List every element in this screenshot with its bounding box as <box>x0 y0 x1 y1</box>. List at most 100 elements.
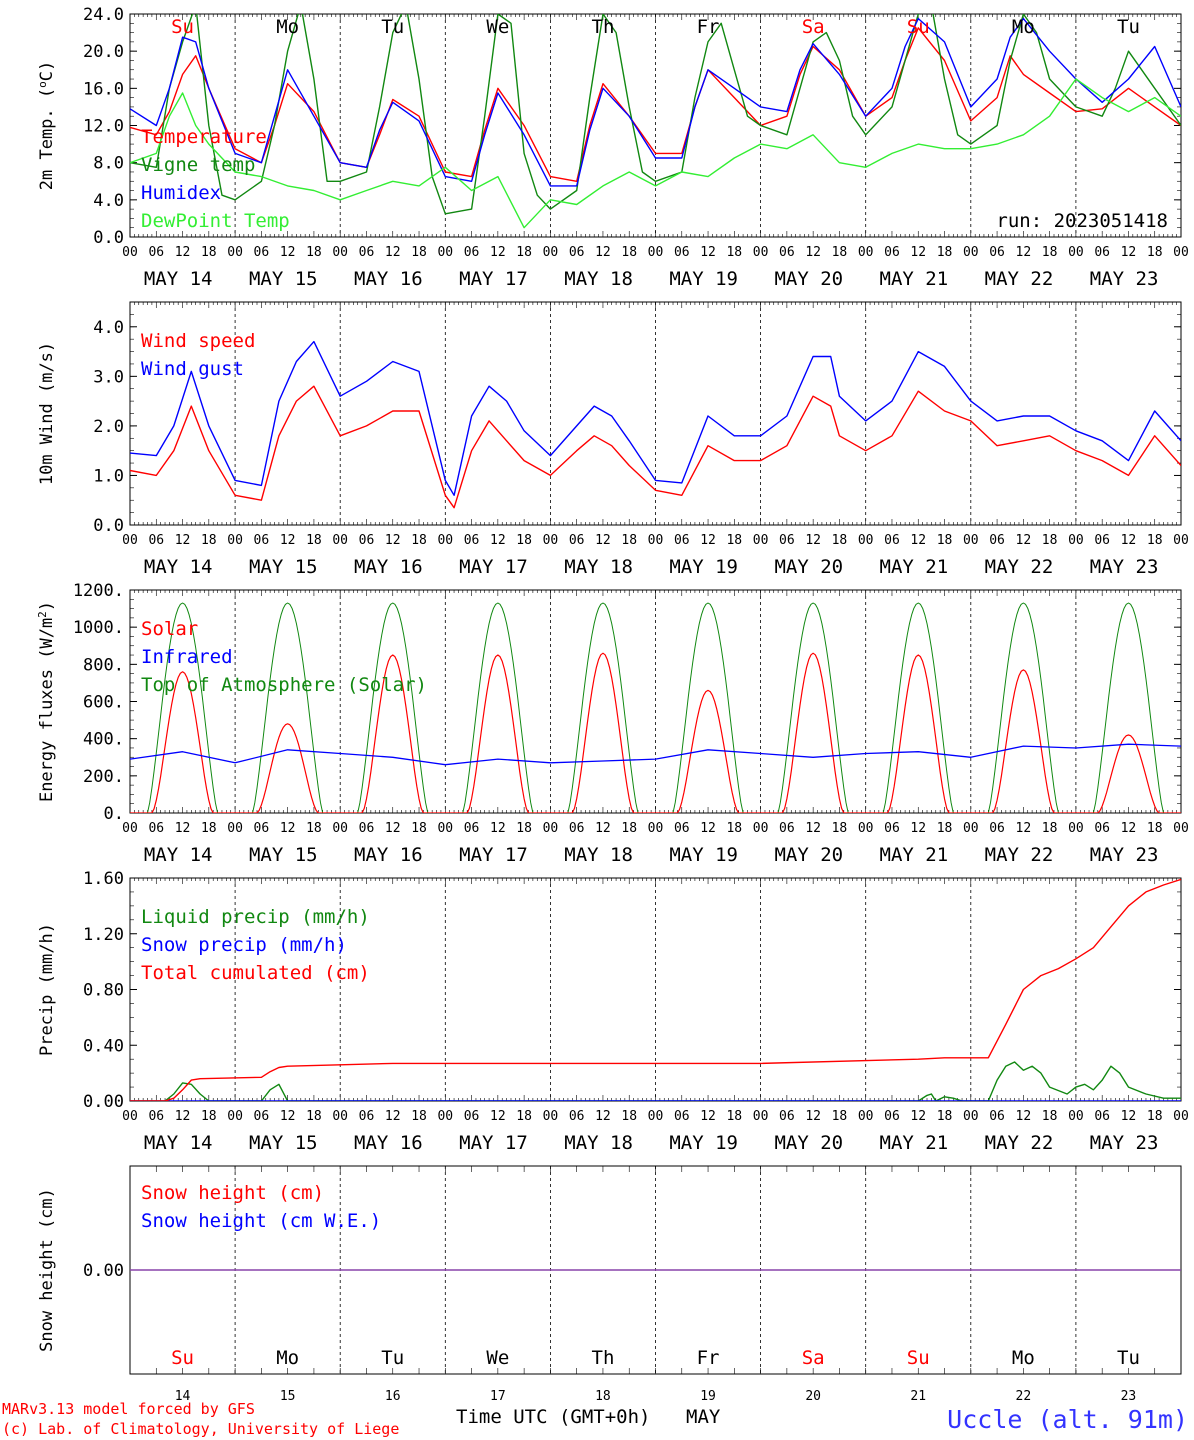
flux-hour-label: 18 <box>411 821 427 836</box>
wind-date-label: MAY 19 <box>669 556 738 578</box>
snow-legend-entry: Snow height (cm W.E.) <box>141 1210 381 1232</box>
precip-hour-label: 06 <box>884 1109 900 1124</box>
precip-hour-label: 12 <box>175 1109 191 1124</box>
day-number-label: 16 <box>385 1389 401 1404</box>
precip-hour-label: 06 <box>254 1109 270 1124</box>
wind-date-label: MAY 20 <box>774 556 843 578</box>
temp-date-label: MAY 23 <box>1090 268 1159 290</box>
precip-hour-label: 06 <box>148 1109 164 1124</box>
flux-ytick-label: 600. <box>83 693 124 713</box>
wind-legend-entry: Wind speed <box>141 330 255 352</box>
temp-hour-label: 18 <box>411 245 427 260</box>
day-number-label: 15 <box>280 1389 296 1404</box>
flux-hour-label: 00 <box>437 821 453 836</box>
temp-date-label: MAY 15 <box>249 268 318 290</box>
flux-hour-label: 18 <box>1147 821 1163 836</box>
precip-date-label: MAY 22 <box>985 1132 1054 1154</box>
flux-hour-label: 00 <box>1068 821 1084 836</box>
temp-ytick-label: 12.0 <box>83 117 124 137</box>
wind-hour-label: 06 <box>884 533 900 548</box>
precip-date-label: MAY 20 <box>774 1132 843 1154</box>
flux-hour-label: 06 <box>254 821 270 836</box>
precip-series-group <box>130 878 1181 1101</box>
temp-hour-label: 12 <box>700 245 716 260</box>
temp-hour-label: 12 <box>1121 245 1137 260</box>
flux-frame <box>129 589 1182 814</box>
flux-date-label: MAY 19 <box>669 844 738 866</box>
precip-hour-label: 06 <box>464 1109 480 1124</box>
flux-date-label: MAY 23 <box>1090 844 1159 866</box>
flux-hour-label: 18 <box>516 821 532 836</box>
precip-hour-label: 00 <box>648 1109 664 1124</box>
wind-ylabel: 10m Wind (m/s) <box>37 342 57 485</box>
precip-hour-label: 00 <box>332 1109 348 1124</box>
wind-hour-label: 12 <box>910 533 926 548</box>
wind-hour-label: 18 <box>1042 533 1058 548</box>
precip-date-label: MAY 18 <box>564 1132 633 1154</box>
temp-ylabel: 2m Temp. (oC) <box>36 61 57 190</box>
wind-ytick-label: 1.0 <box>93 466 124 486</box>
precip-hour-label: 06 <box>674 1109 690 1124</box>
temp-ytick-label: 8.0 <box>93 154 124 174</box>
wind-date-label: MAY 14 <box>144 556 213 578</box>
flux-hour-label: 00 <box>858 821 874 836</box>
temp-hour-label: 12 <box>280 245 296 260</box>
flux-hour-label: 18 <box>1042 821 1058 836</box>
temp-hour-label: 18 <box>1042 245 1058 260</box>
wind-hour-label: 00 <box>332 533 348 548</box>
temp-hour-label: 12 <box>910 245 926 260</box>
superscript-2: 2 <box>36 611 49 618</box>
flux-hour-label: 18 <box>621 821 637 836</box>
precip-ytick-label: 0.40 <box>83 1036 124 1056</box>
temp-legend-entry: Temperature <box>141 126 267 148</box>
ylabel-unit: ) <box>37 601 57 611</box>
flux-hour-label: 18 <box>832 821 848 836</box>
weekday-label: Su <box>907 16 930 38</box>
wind-hour-label: 12 <box>805 533 821 548</box>
wind-hour-label: 18 <box>1147 533 1163 548</box>
humidex-series <box>130 17 1181 187</box>
temp-hour-label: 00 <box>753 245 769 260</box>
weekday-label: Sa <box>802 1347 825 1369</box>
weekday-label: Mo <box>1012 16 1035 38</box>
day-number-label: 14 <box>175 1389 191 1404</box>
weekday-label: Sa <box>802 16 825 38</box>
wind-hour-label: 00 <box>122 533 138 548</box>
flux-hour-label: 12 <box>385 821 401 836</box>
precip-hour-label: 00 <box>122 1109 138 1124</box>
flux-hour-label: 12 <box>175 821 191 836</box>
temp-hour-label: 00 <box>437 245 453 260</box>
temp-hour-label: 18 <box>726 245 742 260</box>
wind-hour-label: 12 <box>1016 533 1032 548</box>
weekday-label: Su <box>171 16 194 38</box>
wind-hour-label: 18 <box>621 533 637 548</box>
wind-date-label: MAY 18 <box>564 556 633 578</box>
weekday-label: Tu <box>1117 1347 1140 1369</box>
flux-hour-label: 00 <box>122 821 138 836</box>
weekday-label: We <box>486 1347 509 1369</box>
flux-hour-label: 00 <box>332 821 348 836</box>
flux-legend-entry: Infrared <box>141 646 233 668</box>
wind-hour-label: 00 <box>963 533 979 548</box>
wind-date-label: MAY 16 <box>354 556 423 578</box>
precip-hour-label: 18 <box>621 1109 637 1124</box>
weekday-label: Fr <box>697 16 720 38</box>
snow-ytick-label: 0.00 <box>83 1261 124 1281</box>
precip-date-label: MAY 16 <box>354 1132 423 1154</box>
wind-speed-series <box>130 385 1181 509</box>
flux-hour-label: 12 <box>490 821 506 836</box>
temp-hour-label: 06 <box>254 245 270 260</box>
precip-hour-label: 12 <box>805 1109 821 1124</box>
flux-hour-label: 00 <box>1173 821 1189 836</box>
temp-hour-label: 18 <box>516 245 532 260</box>
snow-legend-entry: Snow height (cm) <box>141 1182 324 1204</box>
degree-symbol: o <box>36 81 49 88</box>
precip-hour-label: 12 <box>700 1109 716 1124</box>
vigne-temp-series <box>130 14 1181 215</box>
flux-hour-label: 06 <box>989 821 1005 836</box>
wind-hour-label: 00 <box>227 533 243 548</box>
temp-hour-label: 06 <box>1094 245 1110 260</box>
wind-hour-label: 18 <box>832 533 848 548</box>
flux-hour-label: 00 <box>543 821 559 836</box>
temp-hour-label: 00 <box>122 245 138 260</box>
